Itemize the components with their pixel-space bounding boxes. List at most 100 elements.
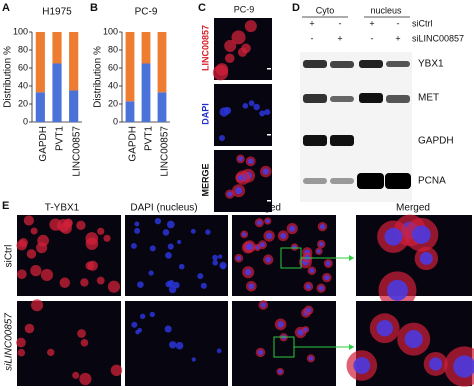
band: [359, 93, 383, 103]
cell: [248, 283, 255, 290]
cell: [253, 103, 260, 111]
cell: [16, 337, 26, 348]
cell: [16, 269, 27, 280]
cell: [325, 260, 331, 266]
row-label: MERGE: [200, 163, 210, 196]
cell: [231, 30, 246, 45]
band: [303, 178, 327, 184]
cell: [264, 109, 271, 116]
bar-segment: [69, 32, 79, 91]
y-tick-label: 60: [108, 62, 118, 72]
y-tick-label: 20: [108, 98, 118, 108]
band-label: PCNA: [418, 176, 446, 187]
cell: [386, 279, 408, 301]
cell: [265, 232, 273, 240]
cell: [97, 227, 105, 235]
x-tick-label: PVT1: [144, 126, 155, 151]
cell: [278, 369, 283, 374]
band: [330, 178, 354, 184]
x-tick-label: PVT1: [55, 126, 66, 151]
treatment-sign: -: [397, 18, 400, 28]
column-label: Merged: [396, 203, 430, 214]
column-label: DAPI (nucleus): [130, 203, 197, 214]
cell: [217, 254, 223, 259]
cell: [223, 106, 232, 115]
cell: [40, 268, 54, 282]
cell: [308, 356, 314, 361]
band-label: YBX1: [418, 59, 444, 70]
cell: [96, 276, 105, 285]
cell: [139, 313, 146, 320]
cell: [224, 53, 235, 64]
cell: [165, 281, 172, 288]
band: [386, 95, 410, 103]
band: [330, 96, 354, 102]
treatment-sign: -: [339, 18, 342, 28]
cell: [246, 243, 254, 251]
bar-segment: [52, 32, 62, 64]
y-tick-label: 100: [13, 26, 28, 36]
cell: [256, 220, 262, 226]
cell: [197, 273, 204, 280]
panel-letter: E: [2, 200, 9, 212]
cell: [59, 277, 71, 288]
cell: [429, 357, 443, 371]
cell: [265, 256, 272, 263]
micrograph: [16, 215, 121, 296]
scale-bar: [267, 134, 271, 136]
cell: [72, 371, 80, 379]
cell: [169, 341, 177, 349]
panel-letter: D: [292, 2, 300, 14]
cell: [178, 263, 185, 270]
band: [386, 61, 410, 67]
treatment-sign: -: [311, 33, 314, 43]
treatment-sign: +: [309, 18, 314, 28]
y-tick-label: 80: [18, 44, 28, 54]
cell: [265, 218, 270, 224]
cell: [376, 320, 393, 337]
cell: [176, 239, 182, 245]
treatment-label: siLINC00857: [412, 33, 464, 43]
bar-segment: [141, 32, 151, 64]
cell: [131, 321, 138, 328]
cell: [305, 283, 312, 290]
cell: [85, 237, 99, 250]
row-label: siCtrl: [4, 245, 15, 268]
cell: [80, 339, 89, 347]
cell: [238, 156, 243, 162]
cell: [244, 20, 257, 33]
band: [357, 173, 384, 189]
y-tick-label: 0: [23, 116, 28, 126]
image-background: [232, 301, 336, 386]
cell: [324, 274, 330, 281]
micrograph: [346, 301, 474, 387]
cell: [318, 241, 324, 247]
zoom-arrowhead: [349, 255, 354, 261]
cell: [319, 224, 326, 230]
cell: [237, 174, 244, 181]
cell: [148, 270, 154, 276]
cell: [149, 245, 156, 252]
cell: [227, 191, 233, 197]
micrograph: [16, 299, 123, 386]
micrograph: [214, 150, 272, 212]
cell: [212, 65, 229, 81]
cell: [262, 168, 269, 175]
cell: [304, 254, 311, 261]
y-tick-label: 40: [108, 80, 118, 90]
cell: [241, 43, 251, 54]
treatment-sign: +: [337, 33, 342, 43]
cell: [316, 249, 322, 254]
row-label: DAPI: [200, 103, 210, 125]
band: [303, 135, 327, 146]
cell: [453, 355, 474, 378]
band: [385, 173, 411, 189]
cell: [242, 232, 247, 237]
cell: [154, 217, 162, 225]
band: [330, 135, 354, 146]
cell: [85, 261, 95, 270]
cell: [37, 234, 49, 247]
cell: [77, 329, 86, 338]
micrograph: [356, 214, 472, 310]
bar-segment: [35, 92, 45, 122]
